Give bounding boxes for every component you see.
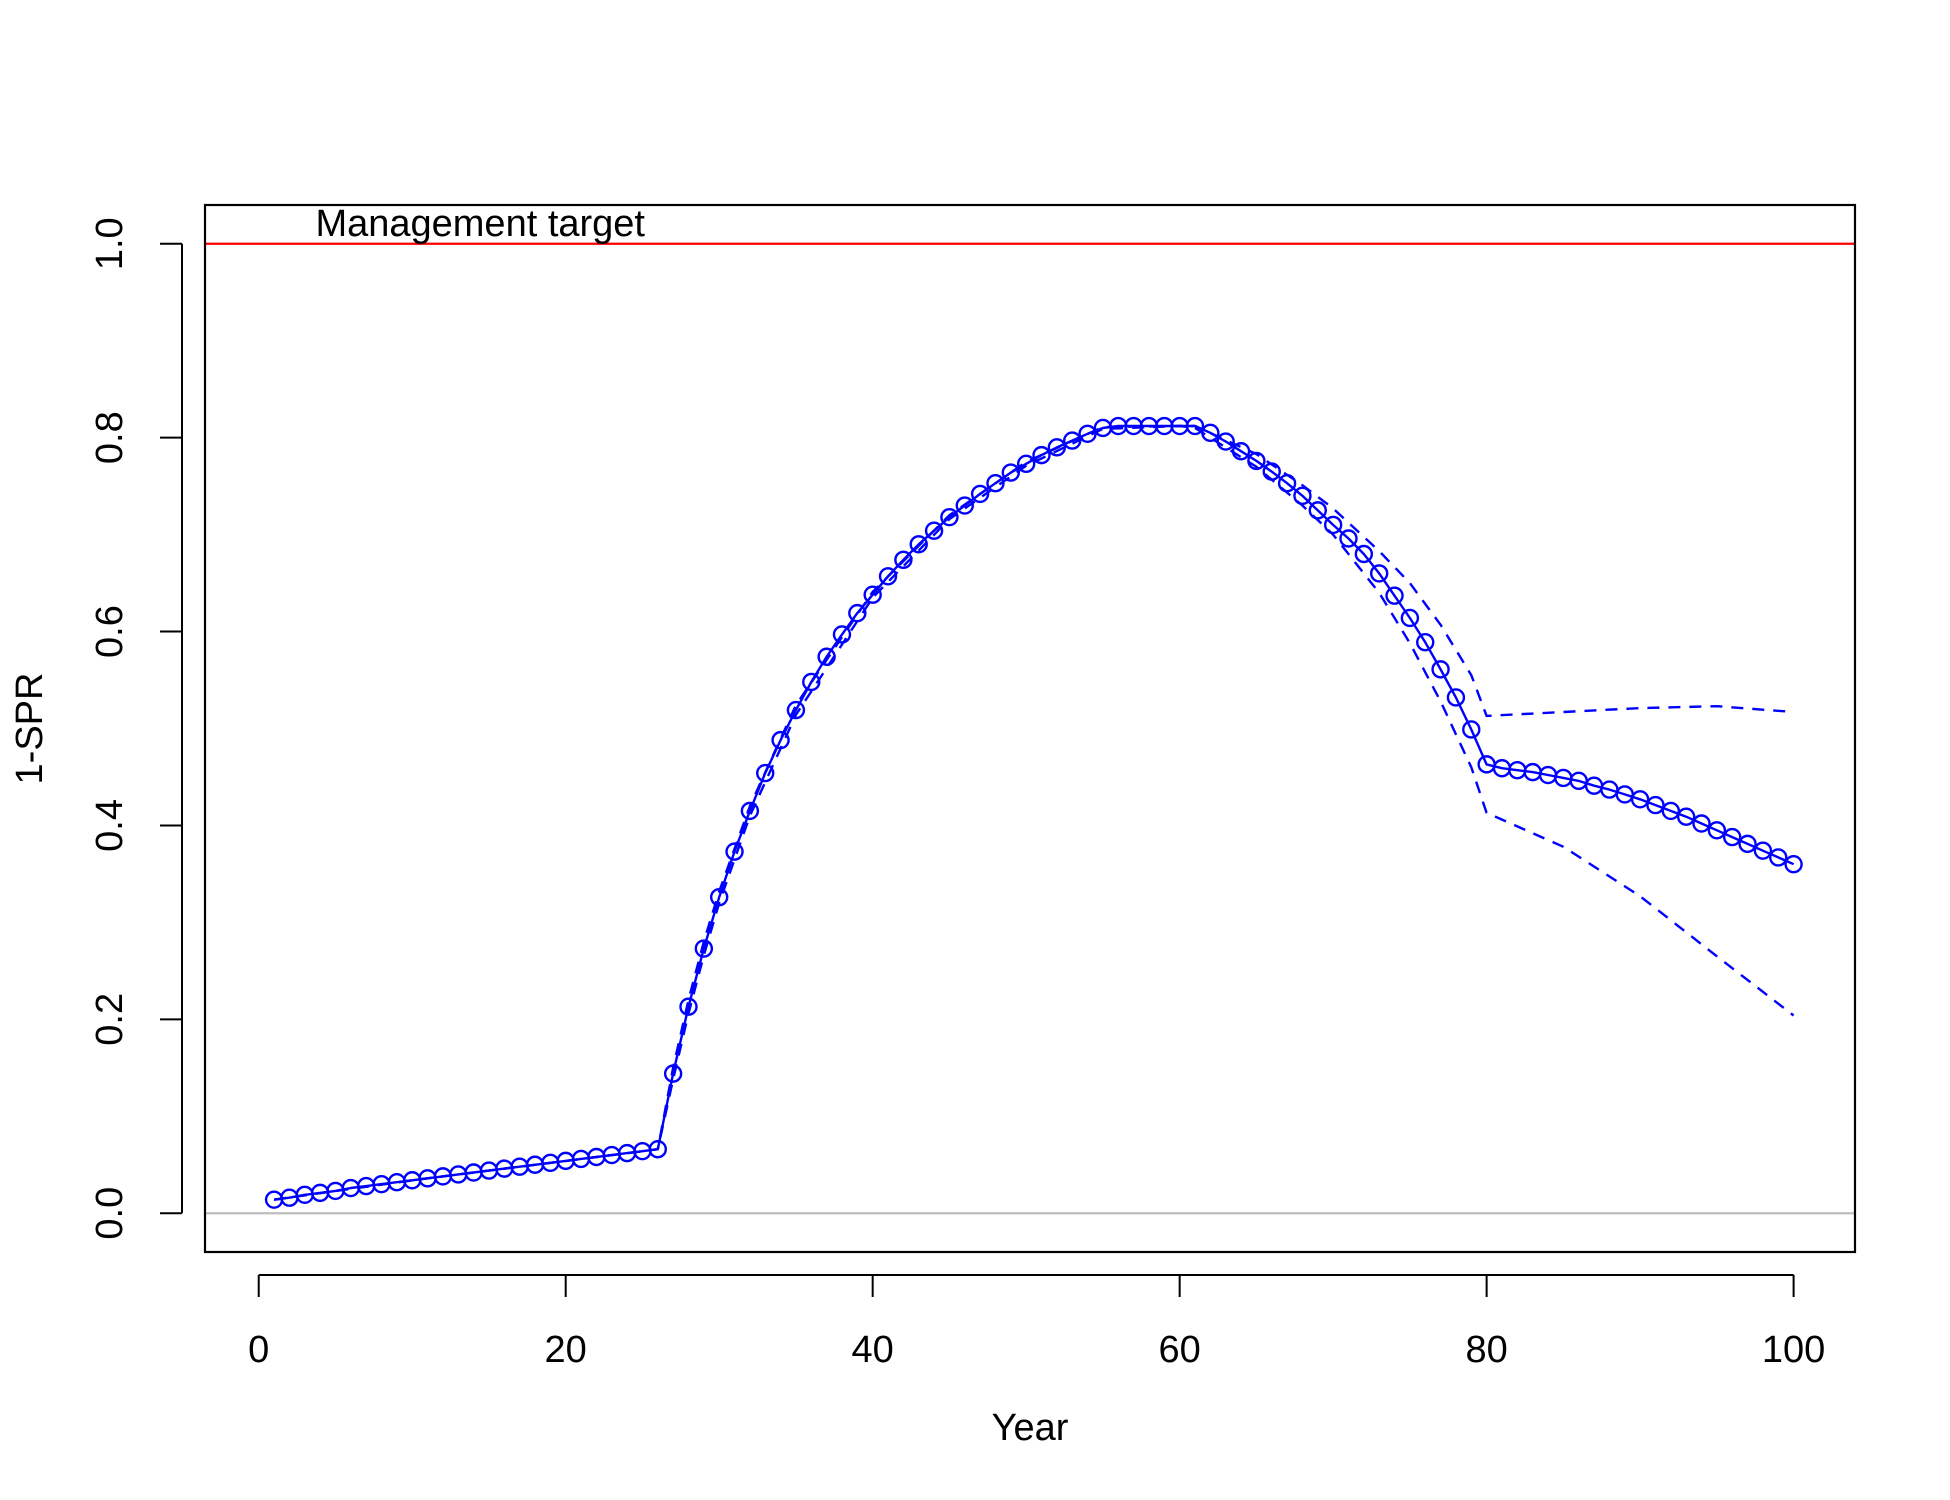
- data-point: [1185, 416, 1205, 436]
- data-point: [1723, 827, 1742, 847]
- data-point: [1769, 848, 1788, 867]
- series-line: [273, 424, 1795, 1201]
- data-point: [1646, 795, 1665, 815]
- series-layer: [264, 416, 1803, 1209]
- x-tick-label: 60: [1159, 1329, 1201, 1371]
- data-point: [1707, 821, 1727, 840]
- management-target-label: Management target: [315, 203, 645, 245]
- data-point: [786, 700, 806, 720]
- data-point: [970, 484, 990, 504]
- data-point: [1323, 515, 1343, 535]
- data-point: [1047, 438, 1067, 457]
- data-point: [1692, 814, 1711, 833]
- data-point: [1385, 586, 1404, 605]
- data-point: [740, 801, 760, 821]
- y-axis: 0.0 0.2 0.4 0.6 0.8 1.0: [89, 217, 183, 1240]
- data-point: [1462, 720, 1481, 739]
- data-point: [1016, 454, 1036, 474]
- data-point: [1431, 660, 1450, 679]
- y-tick-label: 1.0: [89, 217, 131, 270]
- data-point: [1001, 463, 1021, 482]
- dashed-bound-line-1: [273, 424, 1794, 1201]
- y-tick-label: 0.6: [89, 605, 131, 658]
- data-point: [1339, 529, 1358, 548]
- x-tick-label: 0: [248, 1329, 269, 1371]
- data-point: [1078, 424, 1097, 443]
- x-tick-label: 20: [545, 1329, 587, 1371]
- y-tick-label: 0.4: [89, 799, 131, 852]
- y-tick-label: 0.8: [89, 411, 131, 464]
- data-point: [1032, 445, 1051, 465]
- data-point: [878, 567, 898, 586]
- x-tick-label: 100: [1762, 1329, 1825, 1371]
- data-point: [802, 672, 821, 692]
- data-point: [1738, 834, 1757, 854]
- plot-frame: [203, 203, 1857, 1254]
- data-point: [1446, 688, 1466, 707]
- data-point: [1676, 807, 1696, 826]
- data-point: [955, 496, 974, 515]
- x-axis-title: Year: [992, 1407, 1069, 1449]
- data-point: [1416, 633, 1435, 652]
- data-point: [1354, 544, 1374, 564]
- y-axis-title: 1-SPR: [9, 673, 51, 785]
- y-tick-label: 0.0: [89, 1187, 131, 1240]
- data-point: [756, 763, 775, 783]
- data-point: [1308, 501, 1327, 520]
- data-point: [909, 535, 928, 554]
- data-point: [679, 997, 698, 1016]
- data-point: [725, 842, 744, 861]
- data-point: [694, 939, 714, 958]
- data-point: [1784, 855, 1803, 874]
- reference-lines: [205, 242, 1855, 1215]
- x-tick-label: 40: [852, 1329, 894, 1371]
- dashed-bound-line-2: [273, 424, 1795, 1201]
- data-point: [1661, 801, 1681, 821]
- data-point: [1400, 608, 1420, 628]
- data-point: [1293, 486, 1312, 506]
- x-axis: 0 20 40 60 80 100: [248, 1274, 1825, 1371]
- data-point: [894, 550, 913, 570]
- y-tick-label: 0.2: [89, 993, 131, 1046]
- x-tick-label: 80: [1465, 1329, 1507, 1371]
- data-point: [986, 474, 1005, 493]
- data-point: [924, 521, 944, 540]
- data-point: [940, 507, 959, 527]
- data-point: [1753, 841, 1773, 860]
- data-point: [1630, 790, 1650, 809]
- data-point: [1369, 564, 1389, 583]
- data-point: [863, 585, 882, 604]
